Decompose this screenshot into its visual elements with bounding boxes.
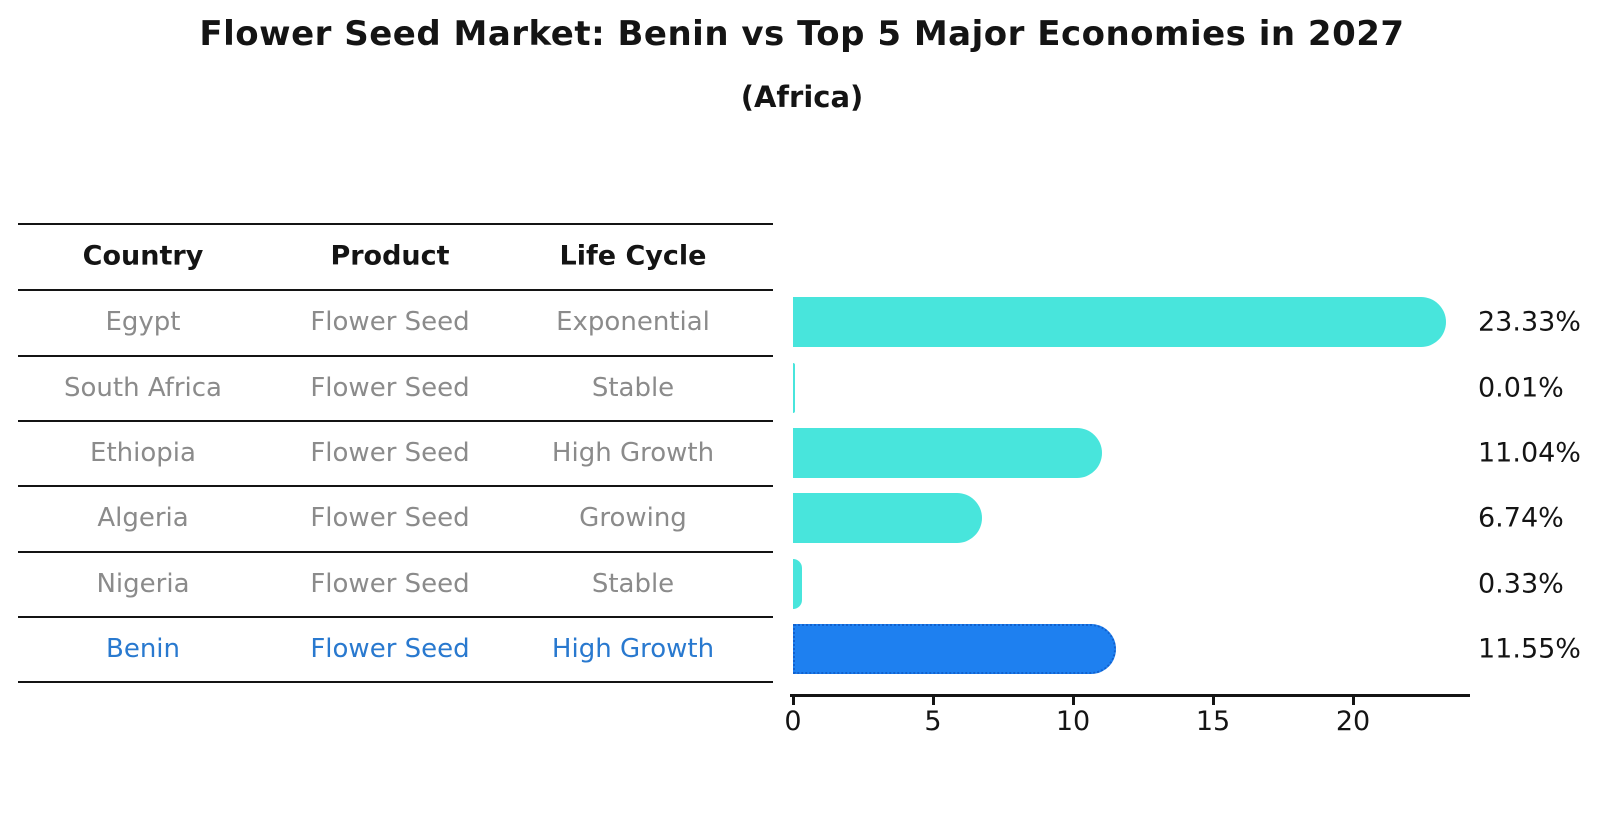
bar xyxy=(793,427,1103,478)
table-cell-life-cycle: High Growth xyxy=(551,633,715,664)
x-tick xyxy=(932,696,935,705)
table-cell-product: Flower Seed xyxy=(310,503,470,533)
table-top-rule xyxy=(18,223,773,225)
x-tick xyxy=(1352,696,1355,705)
bar-value-label: 6.74% xyxy=(1478,502,1564,534)
bar xyxy=(793,297,1447,347)
bar xyxy=(793,493,982,543)
table-row-separator xyxy=(18,355,773,357)
table-row-separator xyxy=(18,420,773,422)
bar-value-label: 23.33% xyxy=(1478,306,1581,338)
x-tick-label: 0 xyxy=(784,706,802,737)
table-row-separator xyxy=(18,616,773,618)
table-cell-life-cycle: Exponential xyxy=(556,307,710,337)
x-tick-label: 5 xyxy=(924,706,942,737)
x-tick-label: 20 xyxy=(1335,706,1371,737)
bar xyxy=(793,558,803,609)
bar xyxy=(793,362,795,413)
table-cell-life-cycle: Growing xyxy=(579,503,687,533)
table-cell-country: Ethiopia xyxy=(90,437,196,468)
table-cell-country: Nigeria xyxy=(96,568,190,599)
bar-highlight xyxy=(793,623,1117,674)
table-row-separator xyxy=(18,485,773,487)
x-tick xyxy=(792,696,795,705)
table-cell-country: Benin xyxy=(105,633,181,664)
table-cell-life-cycle: Stable xyxy=(591,372,675,403)
table-cell-product: Flower Seed xyxy=(310,437,470,468)
table-cell-product: Flower Seed xyxy=(310,307,470,337)
x-tick-label: 10 xyxy=(1055,706,1091,737)
table-cell-country: South Africa xyxy=(64,372,222,403)
table-row-separator xyxy=(18,681,773,683)
table-cell-country: Algeria xyxy=(97,503,189,533)
x-tick-label: 15 xyxy=(1195,706,1231,737)
bar-value-label: 11.04% xyxy=(1478,437,1581,468)
bar-value-label: 11.55% xyxy=(1478,633,1581,664)
x-tick xyxy=(1212,696,1215,705)
table-cell-life-cycle: Stable xyxy=(591,568,675,599)
table-row-separator xyxy=(18,551,773,553)
bar-value-label: 0.33% xyxy=(1478,568,1564,599)
chart-title: Flower Seed Market: Benin vs Top 5 Major… xyxy=(199,14,1405,54)
table-cell-product: Flower Seed xyxy=(310,633,470,664)
table-cell-product: Flower Seed xyxy=(310,568,470,599)
x-tick xyxy=(1072,696,1075,705)
bar-value-label: 0.01% xyxy=(1478,372,1564,403)
x-axis-line xyxy=(790,694,1470,697)
table-cell-country: Egypt xyxy=(105,307,181,337)
table-row-separator xyxy=(18,289,773,291)
column-header-country: Country xyxy=(82,240,204,272)
column-header-life-cycle: Life Cycle xyxy=(559,240,707,272)
chart-subtitle: (Africa) xyxy=(740,80,864,114)
column-header-product: Product xyxy=(330,240,450,272)
table-cell-product: Flower Seed xyxy=(310,372,470,403)
table-cell-life-cycle: High Growth xyxy=(551,437,715,468)
